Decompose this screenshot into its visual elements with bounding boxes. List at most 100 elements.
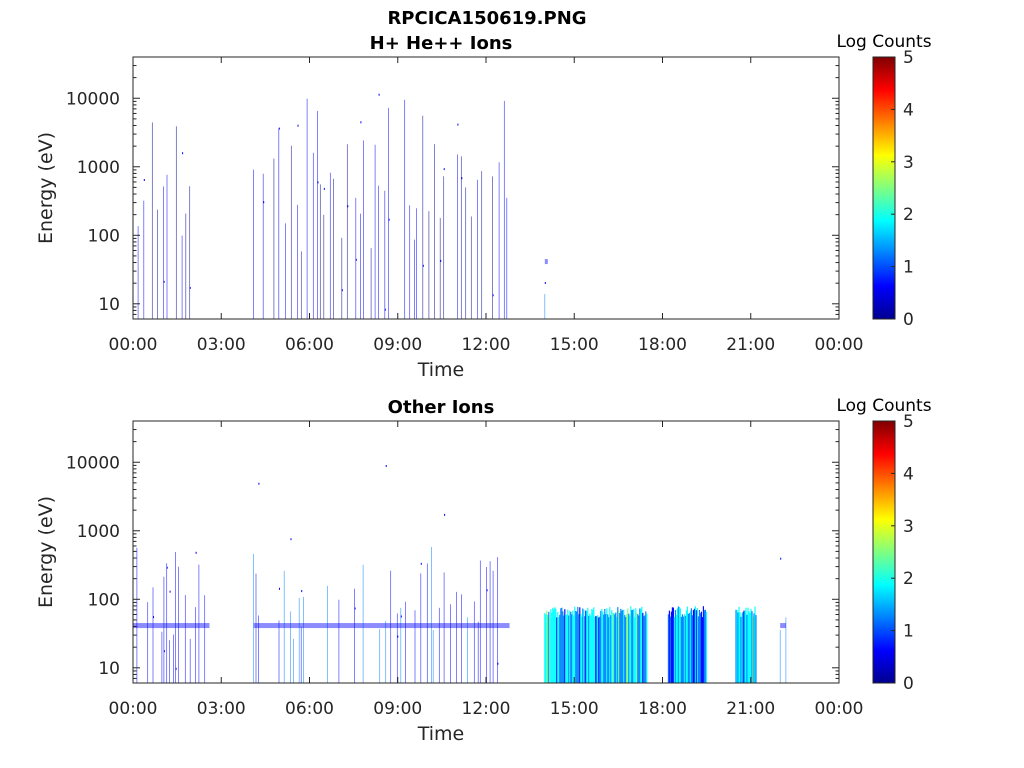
energy-channel-band [544, 259, 548, 265]
x-tick-label: 12:00 [462, 699, 511, 719]
x-axis: 00:00 03:00 06:00 09:00 12:00 15:00 18:00 21:00… [109, 421, 864, 719]
count-dot [388, 218, 390, 221]
count-dot [175, 667, 177, 670]
activity-band [253, 465, 510, 683]
colorbar-tick-label: 3 [903, 517, 914, 537]
x-tick-label: 18:00 [638, 699, 687, 719]
spectrogram-marks [132, 93, 548, 319]
colorbar-scale [872, 420, 896, 684]
y-tick-label: 10 [98, 659, 120, 679]
count-dot [544, 282, 546, 284]
count-dot [443, 168, 445, 171]
colorbar-tick-label: 4 [903, 100, 914, 120]
count-dot [360, 121, 362, 124]
count-dot [258, 482, 260, 485]
count-dot [486, 589, 488, 592]
x-tick-label: 12:00 [462, 335, 511, 355]
y-tick-label: 100 [88, 226, 120, 246]
plot-area [133, 421, 839, 683]
y-axis: 10 100 1000 10000 [66, 420, 839, 684]
count-dot [397, 635, 399, 638]
y-tick-label: 100 [88, 590, 120, 610]
x-tick-label: 15:00 [550, 335, 599, 355]
count-dot [143, 179, 145, 181]
y-axis-label: Energy (eV) [35, 496, 57, 608]
y-tick-label: 1000 [77, 158, 120, 178]
count-dot [444, 513, 446, 516]
count-dot [166, 566, 168, 569]
activity-band [779, 557, 787, 683]
activity-band [253, 93, 508, 319]
panel-title: H+ He++ Ions [370, 33, 513, 54]
count-dot [385, 465, 387, 467]
x-tick-label: 00:00 [109, 335, 158, 355]
activity-band [132, 122, 191, 319]
count-dot [153, 616, 154, 619]
y-tick-label: 1000 [77, 522, 120, 542]
colorbar-tick-label: 1 [903, 622, 914, 642]
x-tick-label: 06:00 [285, 335, 334, 355]
colorbar-tick-label: 5 [903, 48, 914, 68]
energy-channel-band [780, 623, 787, 629]
count-dot [400, 615, 402, 618]
colorbar-tick-label: 3 [903, 153, 914, 173]
count-dot [297, 124, 299, 127]
y-tick-label: 10 [98, 295, 120, 315]
count-dot [457, 123, 459, 126]
colorbar-tick-label: 2 [903, 569, 914, 589]
count-dot [341, 289, 343, 292]
count-dot [163, 280, 165, 283]
count-dot [347, 205, 349, 208]
count-dot [323, 187, 325, 190]
energy-channel-band [253, 623, 510, 629]
x-tick-label: 00:00 [109, 699, 158, 719]
panel-other-ions: Other Ions 00:00 03:00 06:00 09:00 12:00 15:00… [35, 396, 932, 745]
colorbar-label: Log Counts [836, 396, 931, 416]
x-tick-label: 03:00 [197, 699, 246, 719]
colorbar-label: Log Counts [836, 32, 931, 52]
panel-title: Other Ions [388, 397, 495, 418]
count-dot [317, 181, 319, 184]
x-tick-label: 03:00 [197, 335, 246, 355]
count-dot [780, 557, 782, 560]
count-dot [301, 590, 303, 593]
x-axis-label: Time [417, 723, 465, 745]
activity-band [735, 606, 757, 683]
x-tick-label: 21:00 [726, 699, 775, 719]
count-dot [290, 538, 292, 541]
colorbar-tick-label: 1 [903, 258, 914, 278]
x-tick-label: 00:00 [815, 335, 864, 355]
colorbar-tick-label: 4 [903, 464, 914, 484]
colorbar-scale [872, 56, 896, 320]
panel-h-he-ions: H+ He++ Ions 00:00 03:00 06:00 09:00 12:00 15:… [35, 32, 932, 381]
count-dot [263, 201, 265, 204]
count-dot [163, 650, 165, 653]
x-tick-label: 09:00 [373, 335, 422, 355]
count-dot [420, 562, 422, 565]
x-axis: 00:00 03:00 06:00 09:00 12:00 15:00 18:00 21:00… [109, 57, 864, 355]
y-tick-label: 10000 [66, 453, 120, 473]
count-dot [354, 607, 356, 610]
count-dot [182, 152, 184, 155]
colorbar-tick-label: 2 [903, 205, 914, 225]
spectrogram-marks [132, 465, 787, 683]
count-dot [378, 93, 380, 96]
colorbar-tick-label: 0 [903, 674, 914, 694]
activity-band [667, 606, 708, 683]
count-dot [497, 662, 499, 665]
x-axis-label: Time [417, 359, 465, 381]
x-tick-label: 00:00 [815, 699, 864, 719]
count-dot [189, 286, 191, 289]
y-tick-label: 10000 [66, 89, 120, 109]
figure-title: RPCICA150619.PNG [387, 8, 586, 29]
count-dot [422, 264, 424, 267]
count-dot [278, 127, 280, 130]
count-dot [169, 590, 171, 593]
activity-band [544, 259, 548, 319]
y-axis: 10 100 1000 10000 [66, 56, 839, 320]
count-dot [384, 308, 386, 311]
y-axis-label: Energy (eV) [35, 132, 57, 244]
energy-channel-band [133, 623, 210, 629]
